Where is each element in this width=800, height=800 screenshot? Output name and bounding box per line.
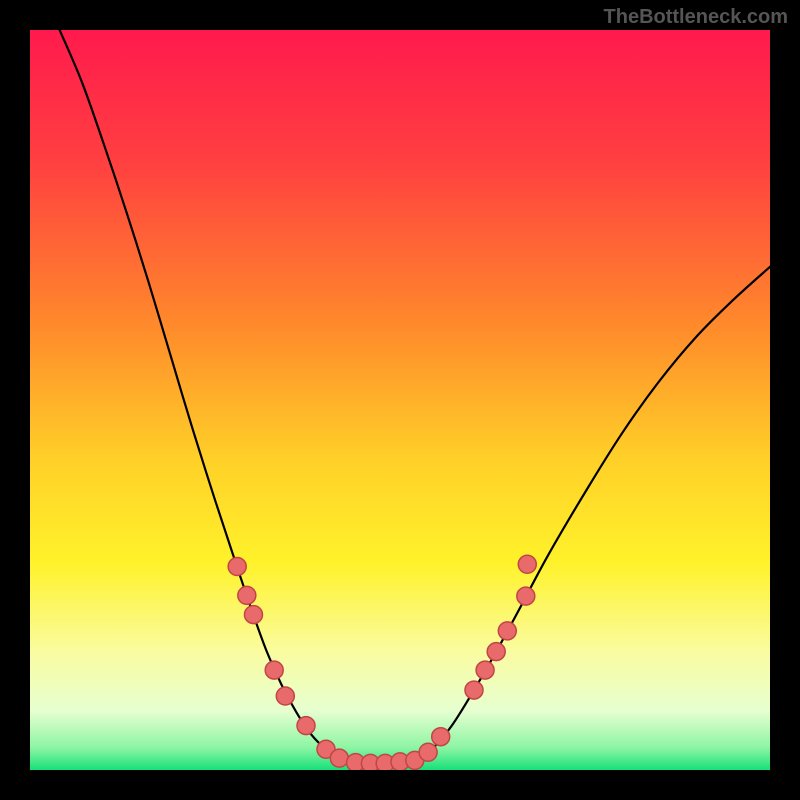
bottleneck-chart: TheBottleneck.com <box>0 0 800 800</box>
data-marker <box>517 587 535 605</box>
data-marker <box>297 717 315 735</box>
data-marker <box>476 661 494 679</box>
data-marker <box>518 555 536 573</box>
data-marker <box>487 643 505 661</box>
data-marker <box>244 606 262 624</box>
data-marker <box>265 661 283 679</box>
plot-background <box>30 30 770 770</box>
data-marker <box>419 743 437 761</box>
data-marker <box>330 749 348 767</box>
watermark-text: TheBottleneck.com <box>604 6 788 29</box>
chart-svg <box>0 0 800 800</box>
data-marker <box>238 586 256 604</box>
data-marker <box>432 728 450 746</box>
data-marker <box>276 687 294 705</box>
data-marker <box>465 681 483 699</box>
data-marker <box>228 558 246 576</box>
data-marker <box>498 622 516 640</box>
